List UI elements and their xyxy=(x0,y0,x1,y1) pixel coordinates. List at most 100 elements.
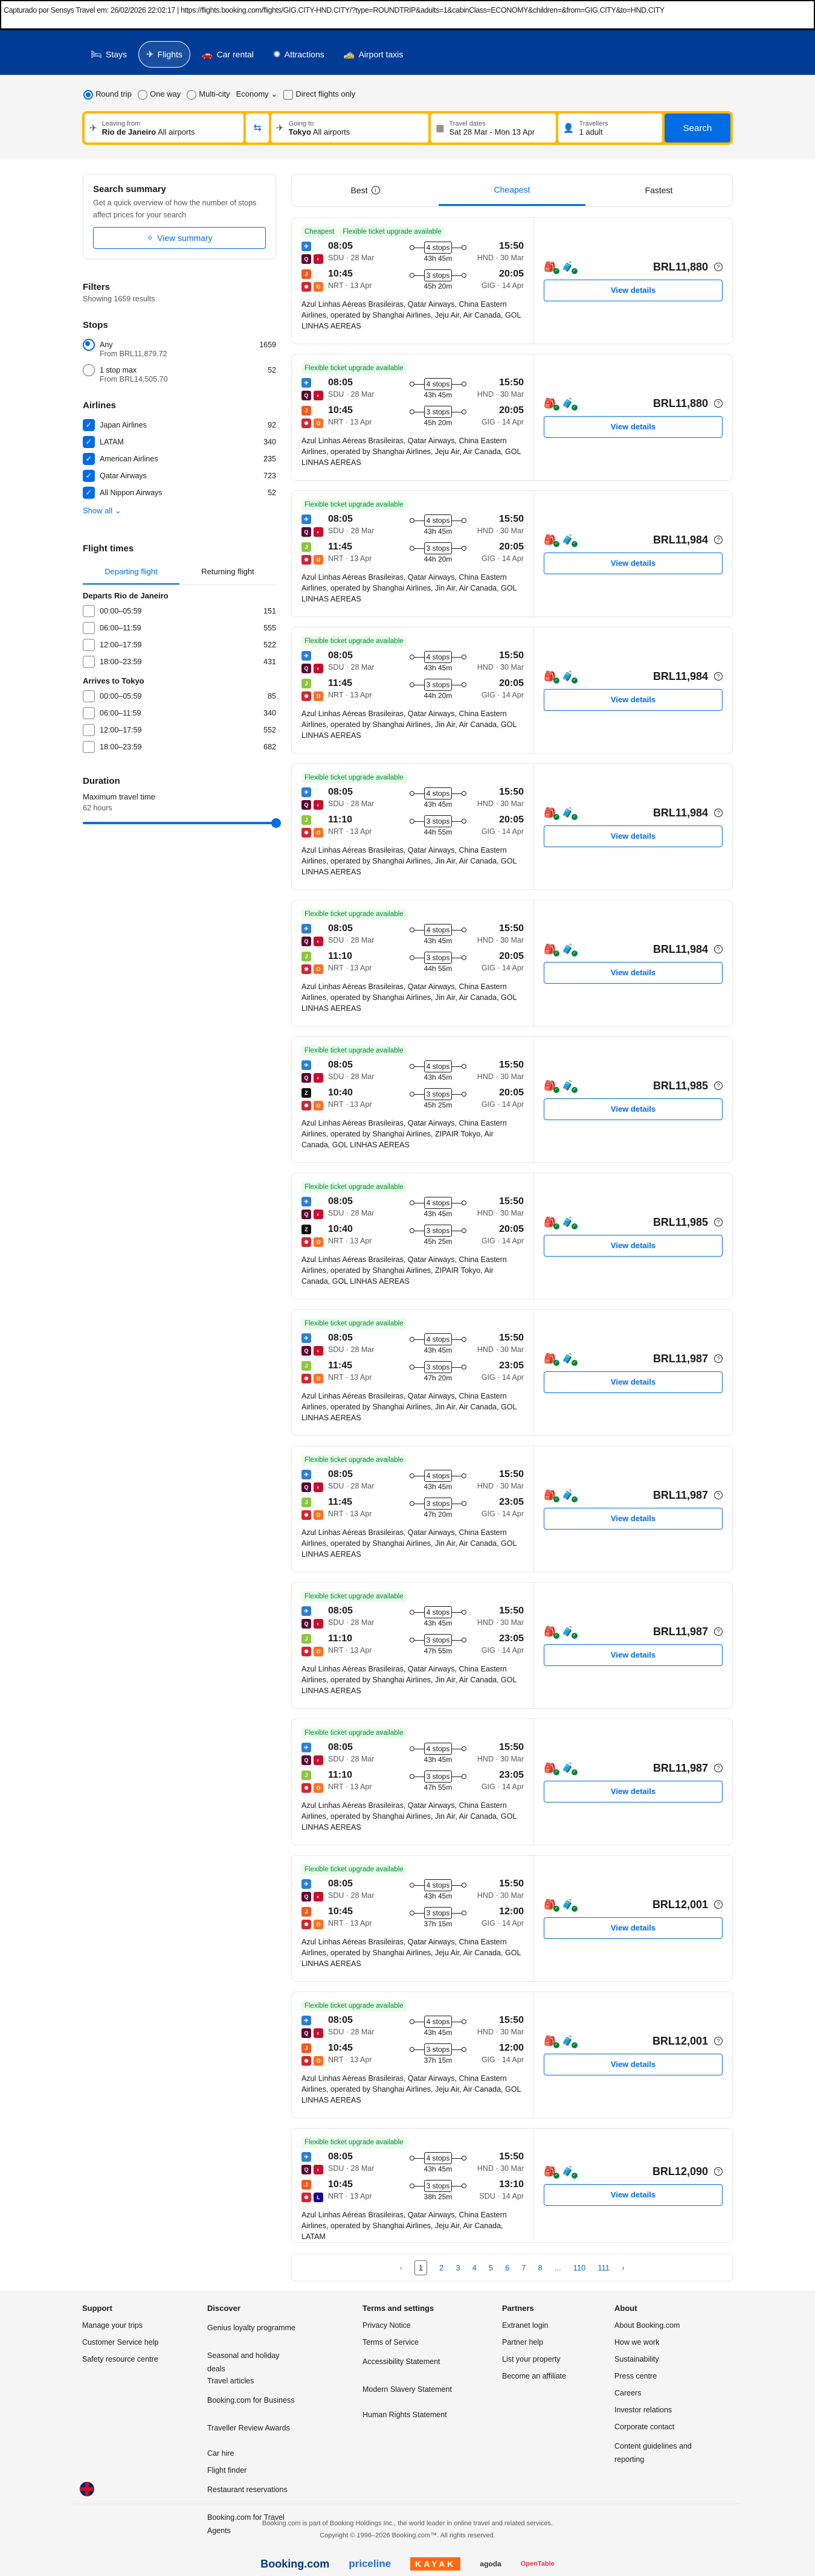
help-icon[interactable]: ? xyxy=(714,263,723,271)
time-filter[interactable]: 00:00–05:59 151 xyxy=(83,603,276,620)
nav-stays[interactable]: 🛏 Stays xyxy=(91,50,127,60)
footer-link[interactable]: Careers xyxy=(614,2389,642,2397)
nav-airport-taxis[interactable]: 🚕 Airport taxis xyxy=(343,50,404,60)
checkbox[interactable] xyxy=(83,639,95,651)
flight-result-card[interactable]: Flexible ticket upgrade available ✈ Q ◐ 08… xyxy=(291,1719,733,1845)
footer-link[interactable]: Flight finder xyxy=(207,2466,247,2475)
help-icon[interactable]: ? xyxy=(714,1218,723,1226)
checkbox[interactable] xyxy=(83,707,95,719)
view-summary-button[interactable]: ✧ View summary xyxy=(93,227,266,249)
footer-link[interactable]: Corporate contact xyxy=(614,2423,675,2431)
page-link[interactable]: 3 xyxy=(456,2263,460,2272)
flight-result-card[interactable]: Flexible ticket upgrade available ✈ Q ◐ 08… xyxy=(291,627,733,754)
footer-link[interactable]: About Booking.com xyxy=(614,2321,680,2330)
brand-logo[interactable]: OpenTable xyxy=(520,2560,555,2568)
checkbox[interactable] xyxy=(83,656,95,668)
nav-attractions[interactable]: ✺ Attractions xyxy=(273,50,324,60)
footer-link[interactable]: Traveller Review Awards xyxy=(207,2424,290,2432)
footer-link[interactable]: Become an affiliate xyxy=(502,2372,567,2380)
nav-flights[interactable]: ✈ Flights xyxy=(138,41,190,68)
flight-result-card[interactable]: Flexible ticket upgrade available ✈ Q ◐ 08… xyxy=(291,1582,733,1709)
footer-link[interactable]: Safety resource centre xyxy=(82,2355,158,2363)
flight-result-card[interactable]: Cheapest Flexible ticket upgrade availabl… xyxy=(291,217,733,344)
footer-link[interactable]: Manage your trips xyxy=(82,2321,143,2330)
help-icon[interactable]: ? xyxy=(714,1491,723,1499)
flight-result-card[interactable]: Flexible ticket upgrade available ✈ Q ◐ 08… xyxy=(291,2128,733,2243)
flight-result-card[interactable]: Flexible ticket upgrade available ✈ Q ◐ 08… xyxy=(291,1855,733,1982)
flight-result-card[interactable]: Flexible ticket upgrade available ✈ Q ◐ 08… xyxy=(291,1173,733,1299)
footer-link[interactable]: Partner help xyxy=(502,2338,544,2347)
flight-result-card[interactable]: Flexible ticket upgrade available ✈ Q ◐ 08… xyxy=(291,1309,733,1436)
swap-button[interactable]: ⇆ xyxy=(246,114,269,143)
help-icon[interactable]: ? xyxy=(714,672,723,681)
travel-dates-field[interactable]: ▦ Travel dates Sat 28 Mar - Mon 13 Apr xyxy=(431,114,556,143)
help-icon[interactable]: ? xyxy=(714,399,723,408)
trip-multicity[interactable]: Multi-city xyxy=(187,89,230,100)
view-details-button[interactable]: View details xyxy=(544,1507,723,1530)
footer-link[interactable]: Genius loyalty programme xyxy=(207,2324,295,2332)
checkbox-checked-icon[interactable]: ✓ xyxy=(83,453,95,465)
cabin-select[interactable]: Economy ⌄ xyxy=(236,89,278,99)
help-icon[interactable]: ? xyxy=(714,1764,723,1772)
uk-flag-icon[interactable] xyxy=(80,2482,94,2496)
view-details-button[interactable]: View details xyxy=(544,961,723,984)
tab-departing[interactable]: Departing flight xyxy=(83,560,179,585)
view-details-button[interactable]: View details xyxy=(544,1780,723,1802)
footer-link[interactable]: Restaurant reservations xyxy=(207,2485,288,2494)
view-details-button[interactable]: View details xyxy=(544,1917,723,1939)
checkbox[interactable] xyxy=(83,690,95,702)
time-filter[interactable]: 18:00–23:59 682 xyxy=(83,739,276,755)
footer-link[interactable]: Seasonal and holiday deals xyxy=(207,2351,280,2373)
brand-logo[interactable]: KAYAK xyxy=(410,2557,461,2571)
footer-link[interactable]: Customer Service help xyxy=(82,2338,159,2347)
footer-link[interactable]: Terms of Service xyxy=(362,2338,419,2347)
search-button[interactable]: Search xyxy=(664,114,731,143)
footer-link[interactable]: Sustainability xyxy=(614,2355,659,2363)
page-link[interactable]: 4 xyxy=(472,2263,477,2272)
direct-only-checkbox[interactable]: Direct flights only xyxy=(283,89,355,100)
time-filter[interactable]: 06:00–11:59 340 xyxy=(83,705,276,722)
footer-link[interactable]: Car hire xyxy=(207,2449,234,2458)
max-duration-slider[interactable] xyxy=(83,818,281,828)
checkbox[interactable] xyxy=(83,622,95,634)
checkbox[interactable] xyxy=(83,741,95,753)
flight-result-card[interactable]: Flexible ticket upgrade available ✈ Q ◐ 08… xyxy=(291,763,733,890)
sort-tab-best[interactable]: Best i xyxy=(292,175,439,206)
footer-link[interactable]: Extranet login xyxy=(502,2321,549,2330)
footer-link[interactable]: Content guidelines and reporting xyxy=(614,2442,692,2464)
going-to-field[interactable]: ✈ Going to Tokyo All airports xyxy=(271,114,429,143)
page-link[interactable]: 5 xyxy=(488,2263,494,2272)
footer-link[interactable]: Investor relations xyxy=(614,2406,672,2414)
time-filter[interactable]: 12:00–17:59 522 xyxy=(83,636,276,653)
view-details-button[interactable]: View details xyxy=(544,688,723,711)
slider-thumb[interactable] xyxy=(271,818,281,828)
view-details-button[interactable]: View details xyxy=(544,415,723,438)
sort-tab-fastest[interactable]: Fastest xyxy=(645,185,673,195)
view-details-button[interactable]: View details xyxy=(544,279,723,301)
tab-returning[interactable]: Returning flight xyxy=(201,567,254,576)
footer-link[interactable]: How we work xyxy=(614,2338,660,2347)
checkbox-checked-icon[interactable]: ✓ xyxy=(83,487,95,499)
flight-result-card[interactable]: Flexible ticket upgrade available ✈ Q ◐ 08… xyxy=(291,1036,733,1163)
airline-filter[interactable]: ✓ Qatar Airways 723 xyxy=(83,467,276,484)
footer-link[interactable]: Modern Slavery Statement xyxy=(362,2385,452,2394)
checkbox-checked-icon[interactable]: ✓ xyxy=(83,436,95,448)
help-icon[interactable]: ? xyxy=(714,809,723,817)
info-icon[interactable]: i xyxy=(371,186,380,194)
trip-oneway[interactable]: One way xyxy=(137,89,181,100)
footer-link[interactable]: Press centre xyxy=(614,2372,657,2380)
page-link[interactable]: 6 xyxy=(505,2263,510,2272)
page-link[interactable]: 7 xyxy=(521,2263,526,2272)
footer-link[interactable]: Human Rights Statement xyxy=(362,2411,447,2419)
footer-link[interactable]: List your property xyxy=(502,2355,561,2363)
page-link[interactable]: 8 xyxy=(538,2263,543,2272)
view-details-button[interactable]: View details xyxy=(544,1644,723,1666)
time-filter[interactable]: 18:00–23:59 431 xyxy=(83,653,276,670)
brand-logo[interactable]: agoda xyxy=(480,2560,501,2568)
time-filter[interactable]: 00:00–05:59 85 xyxy=(83,688,276,705)
footer-link[interactable]: Booking.com for Travel Agents xyxy=(207,2513,285,2535)
brand-logo[interactable]: priceline xyxy=(349,2558,391,2569)
view-details-button[interactable]: View details xyxy=(544,825,723,847)
brand-logo[interactable]: Booking.com xyxy=(260,2557,330,2570)
footer-link[interactable]: Privacy Notice xyxy=(362,2321,411,2330)
